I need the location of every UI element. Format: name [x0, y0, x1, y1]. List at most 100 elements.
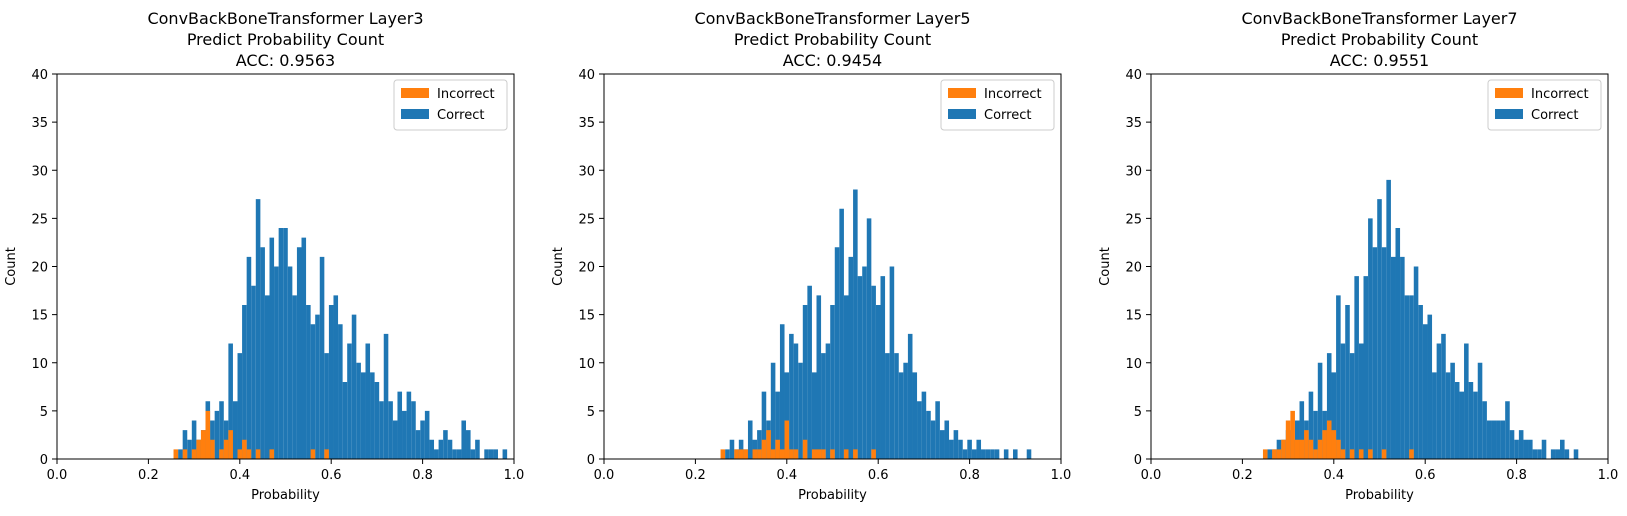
- histogram-bar-correct: [793, 343, 799, 459]
- histogram-bar-incorrect: [1281, 439, 1286, 459]
- histogram-bar-correct: [301, 237, 307, 459]
- y-tick-label: 30: [578, 164, 595, 179]
- histogram-bar-incorrect: [775, 439, 780, 459]
- histogram-bar-correct: [848, 256, 854, 460]
- y-tick-label: 10: [1125, 357, 1142, 372]
- histogram-bar-incorrect: [843, 449, 849, 460]
- histogram-bar-incorrect: [182, 449, 188, 460]
- histogram-bar-incorrect: [752, 449, 758, 460]
- histogram-bar-correct: [807, 285, 812, 459]
- histogram-bar-correct: [1523, 439, 1529, 459]
- histogram-bar-incorrect: [802, 439, 808, 459]
- legend-label-incorrect: Incorrect: [437, 87, 495, 102]
- histogram-bar-correct: [907, 333, 913, 460]
- y-tick-label: 15: [578, 309, 595, 324]
- histogram-bar-correct: [274, 266, 279, 459]
- legend-swatch-incorrect: [401, 88, 429, 98]
- histogram-bar-incorrect: [779, 449, 785, 460]
- legend-label-correct: Correct: [1531, 108, 1578, 123]
- histogram-bar-correct: [821, 353, 826, 460]
- histogram-bar-correct: [232, 401, 238, 459]
- histogram-bar-correct: [502, 449, 508, 460]
- x-tick-label: 0.8: [1506, 468, 1527, 483]
- histogram-bar-correct: [406, 391, 412, 460]
- histogram-bar-correct: [429, 439, 435, 459]
- histogram-bar-correct: [1541, 439, 1547, 459]
- histogram-bar-correct: [187, 439, 192, 459]
- histogram-bar-correct: [402, 410, 407, 460]
- histogram-bar-incorrect: [1276, 449, 1282, 460]
- x-tick-label: 0.4: [229, 468, 250, 483]
- histogram-bar-correct: [1368, 218, 1373, 460]
- histogram-bar-correct: [315, 314, 320, 460]
- histogram-bar-correct: [484, 449, 489, 460]
- histogram-bar-correct: [296, 247, 302, 459]
- chart-title-line: ACC: 0.9454: [783, 51, 882, 70]
- histogram-bar-incorrect: [255, 449, 261, 460]
- x-tick-label: 0.4: [776, 468, 797, 483]
- histogram-bar-correct: [1308, 391, 1314, 460]
- histogram-bar-correct: [962, 449, 968, 460]
- x-tick-label: 0.0: [594, 468, 615, 483]
- chart-panel-2: ConvBackBoneTransformer Layer5 Predict Pr…: [551, 9, 1071, 503]
- histogram-bar-correct: [926, 410, 931, 460]
- histogram-bar-incorrect: [766, 430, 771, 460]
- histogram-bar-correct: [283, 228, 288, 459]
- histogram-bar-correct: [747, 420, 753, 459]
- histogram-bar-correct: [949, 439, 954, 459]
- histogram-bar-correct: [365, 343, 371, 459]
- histogram-bar-incorrect: [1381, 449, 1387, 460]
- y-axis-label: Count: [551, 247, 566, 286]
- x-tick-label: 0.8: [959, 468, 980, 483]
- histogram-bar-incorrect: [1262, 449, 1268, 460]
- y-tick-label: 0: [587, 453, 595, 468]
- histogram-bar-correct: [1363, 276, 1369, 460]
- y-tick-label: 35: [578, 116, 595, 131]
- x-tick-label: 0.0: [47, 468, 68, 483]
- histogram-bar-correct: [1550, 449, 1556, 460]
- histogram-bar-correct: [306, 305, 311, 459]
- histogram-bar-correct: [889, 266, 895, 459]
- histogram-bar-correct: [857, 276, 863, 460]
- histogram-bar-correct: [816, 295, 822, 460]
- legend-label-incorrect: Incorrect: [984, 87, 1042, 102]
- legend-swatch-incorrect: [948, 88, 976, 98]
- histogram-bar-correct: [1505, 401, 1510, 459]
- histogram-bar-correct: [214, 410, 220, 460]
- histogram-bar-incorrect: [223, 439, 229, 459]
- y-tick-label: 20: [1125, 261, 1142, 276]
- histogram-bar-incorrect: [269, 449, 275, 460]
- chart-title-line: Predict Probability Count: [734, 30, 931, 49]
- histogram-bar-correct: [420, 420, 425, 459]
- histogram-bar-correct: [255, 199, 261, 460]
- histogram-bar-correct: [1267, 449, 1273, 460]
- histogram-bar-correct: [360, 372, 366, 460]
- histogram-bar-correct: [228, 343, 233, 459]
- histogram-bar-incorrect: [1368, 449, 1373, 460]
- histogram-bar-correct: [379, 401, 384, 459]
- histogram-bar-correct: [182, 430, 188, 460]
- histogram-bar-correct: [1400, 256, 1405, 460]
- histogram-bar-correct: [839, 208, 844, 459]
- histogram-bar-correct: [1454, 382, 1460, 459]
- histogram-bar-correct: [1386, 179, 1391, 460]
- histogram-bar-correct: [1441, 333, 1446, 460]
- histogram-bar-incorrect: [1358, 449, 1364, 460]
- histogram-bar-correct: [1013, 449, 1018, 460]
- legend: Incorrect Correct: [940, 79, 1055, 131]
- histogram-bar-correct: [939, 430, 945, 460]
- histogram-bar-correct: [1473, 391, 1478, 460]
- histogram-bar-correct: [1404, 295, 1410, 460]
- histogram-bar-correct: [1509, 430, 1515, 460]
- histogram-bar-incorrect: [734, 449, 739, 460]
- histogram-bar-correct: [333, 295, 339, 460]
- histogram-bar-correct: [1445, 372, 1451, 460]
- histogram-bar-incorrect: [743, 449, 748, 460]
- histogram-bar-correct: [738, 439, 744, 459]
- histogram-bar-correct: [784, 372, 790, 460]
- legend-swatch-correct: [948, 109, 976, 119]
- histogram-bar-correct: [1537, 449, 1542, 460]
- histogram-bar-correct: [853, 189, 858, 459]
- histogram-bar-correct: [880, 276, 886, 460]
- histogram-bar-correct: [1026, 449, 1032, 460]
